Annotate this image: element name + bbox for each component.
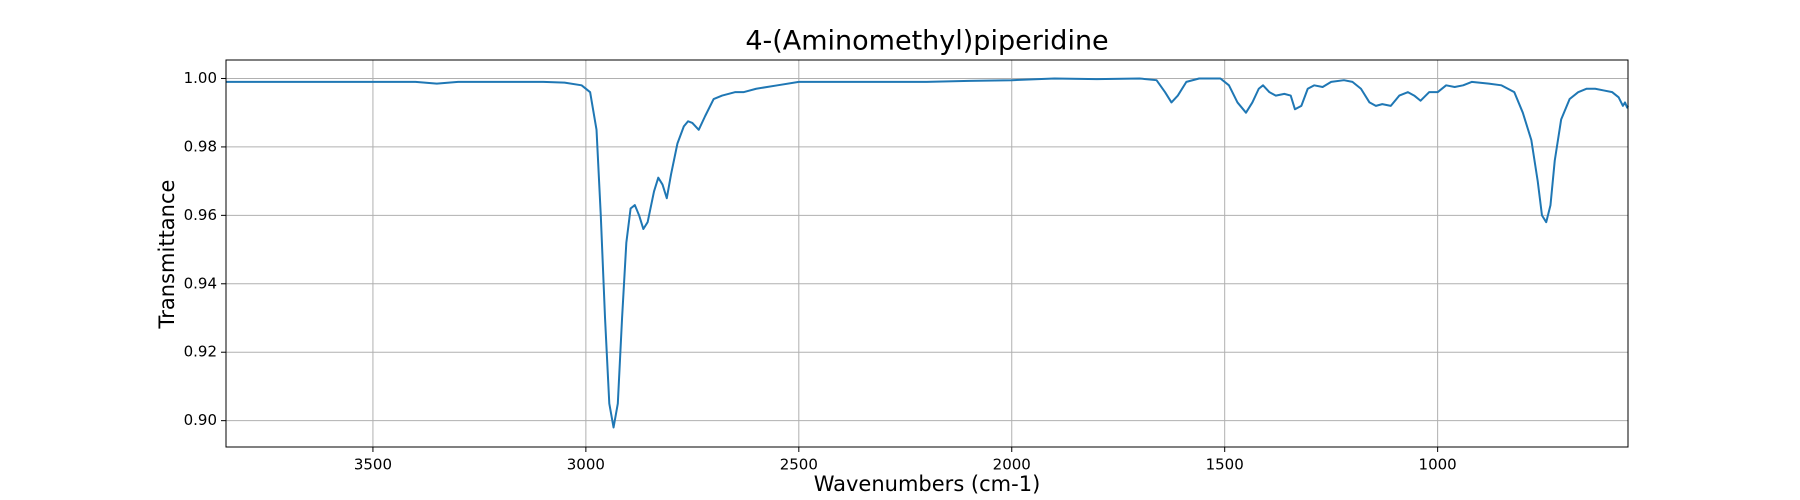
x-tick-label: 2500	[780, 456, 818, 474]
x-tick-label: 1000	[1419, 456, 1457, 474]
chart-title: 4-(Aminomethyl)piperidine	[745, 26, 1108, 57]
plot-frame	[225, 59, 1629, 448]
x-tick-label: 3500	[354, 456, 392, 474]
y-tick-label: 0.96	[184, 206, 217, 224]
x-tick-label: 2000	[993, 456, 1031, 474]
spectrum-line	[226, 77, 1629, 429]
y-tick-label: 0.98	[184, 137, 217, 155]
y-tick-label: 0.90	[184, 411, 217, 429]
y-axis-label: Transmittance	[155, 180, 179, 330]
x-axis-label: Wavenumbers (cm-1)	[814, 472, 1041, 496]
x-tick-label: 1500	[1206, 456, 1244, 474]
y-tick-label: 0.92	[184, 343, 217, 361]
y-tick-label: 0.94	[184, 274, 217, 292]
y-tick-label: 1.00	[184, 69, 217, 87]
x-tick-label: 3000	[567, 456, 605, 474]
